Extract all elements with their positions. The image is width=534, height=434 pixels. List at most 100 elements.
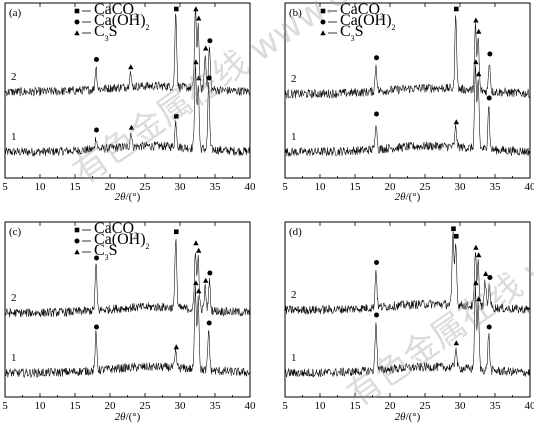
legend-marker (74, 8, 80, 14)
x-tick-label: 30 (175, 400, 187, 412)
x-tick-label: 5 (282, 400, 288, 412)
x-tick-label: 40 (525, 181, 534, 193)
peak-marker-triangle (196, 15, 202, 21)
x-tick-label: 40 (525, 400, 534, 412)
legend-marker (74, 227, 80, 233)
x-axis-label: 2θ/(°) (395, 191, 421, 203)
xrd-trace-1 (4, 285, 251, 379)
peak-marker-triangle (203, 45, 209, 51)
x-tick-label: 40 (245, 400, 257, 412)
peak-marker-circle (374, 312, 379, 318)
series-label: 1 (11, 131, 17, 143)
peak-marker-triangle (128, 64, 134, 70)
x-tick-label: 30 (455, 400, 467, 412)
peak-marker-triangle (473, 280, 479, 286)
x-tick-label: 40 (245, 181, 257, 193)
peak-marker-triangle (473, 244, 479, 250)
x-tick-label: 35 (210, 400, 222, 412)
undefined: CaCO3 (94, 220, 138, 240)
x-tick-label: 5 (2, 400, 8, 412)
legend-marker (74, 249, 80, 255)
peak-marker-triangle (196, 288, 202, 294)
peak-marker-circle (486, 324, 492, 330)
x-tick-label: 10 (315, 400, 327, 412)
peak-marker-square (174, 229, 179, 235)
peak-marker-circle (94, 255, 99, 261)
xrd-trace-2 (284, 231, 531, 315)
xrd-panel-1: 5 10 15 20 25 30 35 40 2θ/(°) (a) 1 2 CaCO3Ca(OH)2C3… (2, 1, 256, 203)
x-tick-label: 35 (210, 181, 222, 193)
xrd-panel-2: 5 10 15 20 25 30 35 40 2θ/(°) (b) 1 2 CaCO3Ca(OH)2C3… (282, 1, 534, 203)
peak-marker-circle (207, 38, 213, 44)
legend-marker (74, 30, 80, 36)
legend-marker (74, 238, 80, 244)
x-tick-label: 20 (385, 400, 397, 412)
xrd-panel-3: 5 10 15 20 25 30 35 40 2θ/(°) (c) 1 2 CaCO3Ca(OH)2C3… (2, 220, 256, 423)
undefined: Ca(OH)2 (340, 12, 396, 32)
peak-marker-triangle (453, 340, 459, 346)
peak-marker-circle (94, 324, 99, 330)
undefined: CaCO3 (340, 1, 384, 21)
x-tick-label: 35 (490, 181, 502, 193)
series-label: 1 (291, 352, 297, 364)
peak-marker-triangle (453, 119, 459, 125)
peak-marker-triangle (193, 280, 199, 286)
x-tick-label: 15 (350, 181, 362, 193)
panel-label: (a) (9, 7, 22, 19)
peak-marker-circle (486, 95, 492, 101)
x-tick-label: 15 (70, 181, 82, 193)
legend-marker (320, 8, 326, 14)
x-tick-label: 25 (140, 400, 152, 412)
legend-marker (74, 19, 80, 25)
panel-label: (d) (289, 226, 302, 238)
xrd-panel-4: 5 10 15 20 25 30 35 40 2θ/(°) (d) 1 2 (282, 221, 534, 423)
peak-marker-circle (206, 320, 212, 326)
xrd-trace-2 (4, 8, 251, 97)
peak-marker-triangle (193, 240, 199, 246)
peak-marker-triangle (476, 28, 482, 34)
x-tick-label: 20 (385, 181, 397, 193)
legend-marker (320, 19, 326, 25)
x-tick-label: 10 (35, 181, 47, 193)
peak-marker-circle (374, 260, 379, 265)
peak-marker-triangle (128, 124, 135, 130)
peak-marker-square (174, 6, 179, 12)
peak-marker-circle (94, 127, 99, 133)
peak-marker-circle (487, 51, 493, 57)
undefined: C3S (94, 242, 118, 262)
x-tick-label: 30 (455, 181, 467, 193)
panel-label: (c) (9, 226, 22, 238)
x-tick-label: 5 (282, 181, 288, 193)
legend-marker (320, 30, 326, 36)
x-tick-label: 25 (420, 400, 432, 412)
xrd-trace-1 (4, 64, 251, 157)
peak-marker-triangle (476, 71, 482, 77)
xrd-trace-2 (4, 238, 251, 318)
x-tick-label: 5 (2, 181, 8, 193)
x-tick-label: 10 (315, 181, 327, 193)
peak-marker-circle (374, 55, 379, 61)
undefined: Ca(OH)2 (94, 12, 150, 32)
x-tick-label: 25 (420, 181, 432, 193)
undefined: Ca(OH)2 (94, 231, 150, 251)
peak-marker-square (454, 233, 459, 239)
series-label: 2 (11, 71, 17, 83)
peak-marker-circle (487, 275, 493, 280)
xrd-trace-2 (284, 15, 531, 100)
x-axis-label: 2θ/(°) (395, 411, 421, 423)
peak-marker-triangle (473, 17, 479, 23)
x-tick-label: 20 (105, 181, 117, 193)
xrd-trace-1 (284, 65, 531, 157)
x-tick-label: 30 (175, 181, 187, 193)
peak-marker-triangle (173, 344, 179, 350)
peak-marker-square (451, 226, 456, 232)
peak-marker-circle (207, 270, 213, 276)
x-axis-label: 2θ/(°) (115, 191, 141, 203)
x-axis-label: 2θ/(°) (115, 411, 141, 423)
peak-marker-triangle (193, 59, 199, 65)
peak-marker-square (174, 114, 179, 119)
undefined: C3S (94, 23, 118, 43)
peak-marker-triangle (483, 270, 489, 276)
